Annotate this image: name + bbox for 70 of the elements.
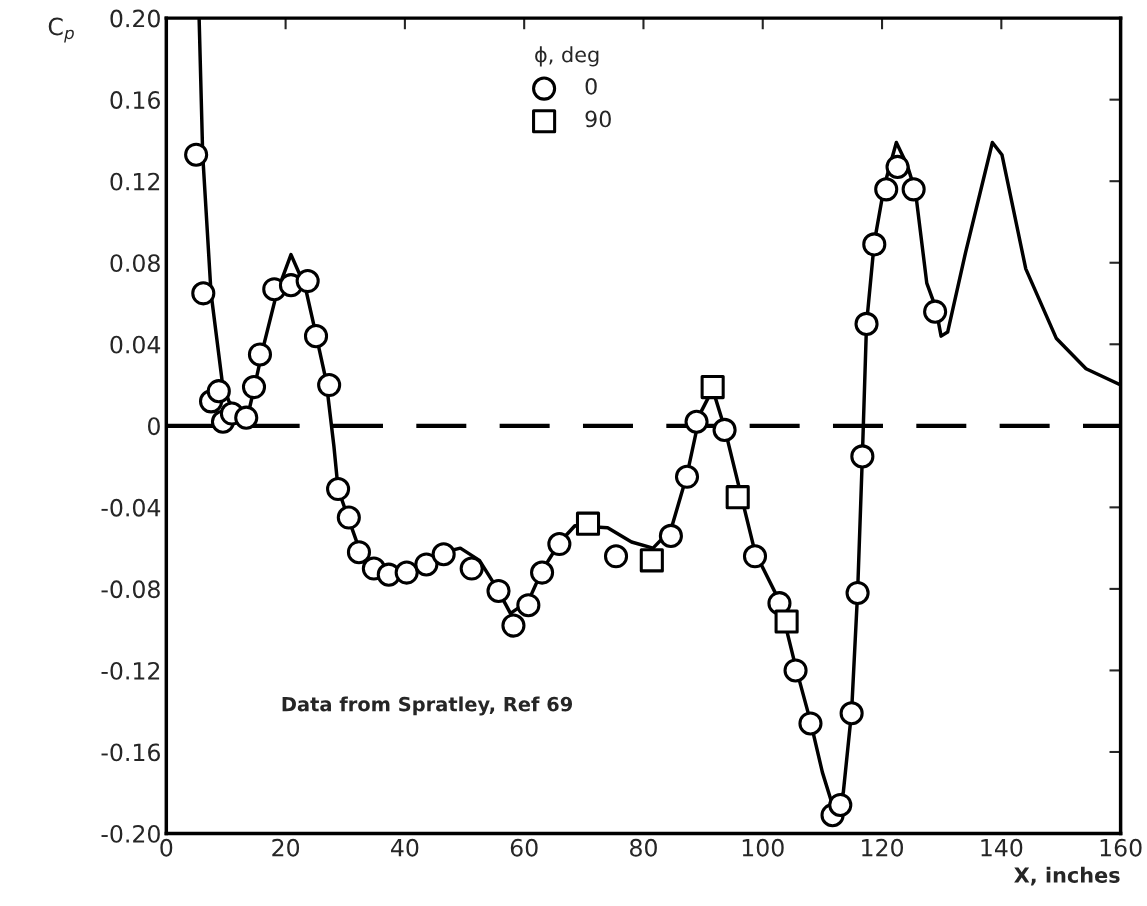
point — [317, 372, 342, 398]
point — [326, 476, 351, 502]
point — [516, 593, 541, 618]
point — [247, 342, 273, 367]
point — [431, 542, 456, 567]
y-tick-label: -0.04 — [101, 498, 161, 517]
x-tick-label: 120 — [862, 838, 904, 857]
x-tick-label: 60 — [510, 838, 538, 857]
x-tick-label: 100 — [742, 838, 784, 857]
point — [303, 324, 329, 349]
y-tick-label: -0.16 — [101, 743, 160, 762]
point — [923, 299, 948, 324]
y-tick-label: 0.20 — [110, 9, 160, 28]
y-tick-label: 0.08 — [110, 254, 160, 273]
x-tick-label: 0 — [160, 838, 173, 857]
point — [241, 375, 267, 400]
point — [191, 281, 216, 306]
y-tick-label: 0.12 — [110, 172, 160, 191]
point — [854, 311, 879, 336]
point — [234, 405, 259, 430]
point — [658, 523, 683, 548]
point — [712, 417, 737, 442]
point — [575, 511, 601, 536]
point — [828, 792, 853, 818]
x-tick-label: 40 — [391, 838, 419, 857]
point — [700, 375, 725, 400]
point — [184, 142, 209, 167]
point — [845, 580, 870, 606]
y-axis-title: C$_{p}$ — [48, 17, 74, 43]
point — [774, 609, 799, 634]
point — [742, 544, 768, 569]
point — [394, 560, 419, 585]
x-axis-title: X, inches — [1014, 866, 1120, 886]
point — [486, 578, 511, 603]
y-tick-label: 0.16 — [110, 91, 160, 109]
point — [862, 232, 887, 257]
point — [603, 544, 629, 569]
point — [414, 552, 439, 577]
legend-label: 0 — [585, 77, 597, 95]
y-tick-label: -0.08 — [101, 580, 160, 599]
point — [674, 464, 700, 489]
x-tick-label: 140 — [981, 838, 1023, 857]
point — [295, 269, 320, 294]
point — [459, 556, 484, 581]
point — [530, 560, 555, 585]
annotation: Data from Spratley, Ref 69 — [282, 696, 573, 716]
point — [874, 177, 899, 202]
legend-title: ϕ, deg — [535, 46, 599, 67]
point — [346, 540, 372, 565]
y-tick-label: 0.04 — [110, 335, 161, 354]
x-tick-label: 80 — [630, 838, 657, 857]
point — [684, 409, 709, 434]
y-tick-label: -0.12 — [101, 661, 160, 680]
point — [547, 531, 572, 557]
point — [798, 711, 823, 736]
point — [783, 658, 808, 683]
point — [901, 177, 926, 202]
x-tick-label: 160 — [1100, 838, 1142, 857]
point — [850, 444, 875, 469]
point — [639, 548, 664, 573]
point — [725, 485, 750, 510]
y-tick-label: 0 — [147, 417, 160, 436]
legend-label: 90 — [585, 110, 611, 128]
point — [336, 505, 361, 530]
point — [206, 379, 231, 404]
y-tick-label: -0.20 — [101, 824, 160, 843]
point — [839, 701, 864, 726]
point — [501, 613, 526, 638]
x-tick-label: 20 — [272, 838, 300, 857]
point — [885, 154, 910, 179]
